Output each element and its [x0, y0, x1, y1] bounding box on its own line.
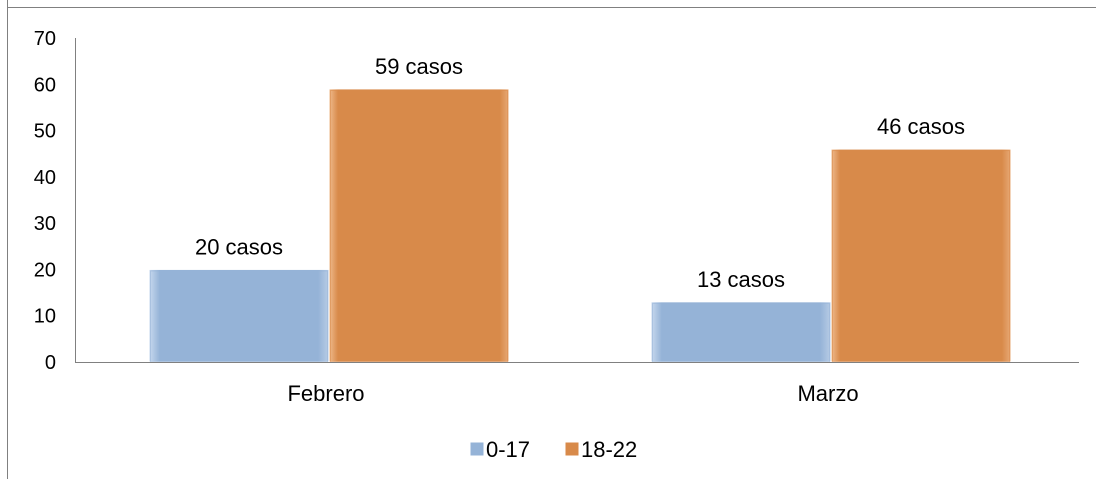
y-axis-ticks: 0 10 20 30 40 50 60 70 [34, 28, 56, 374]
data-label: 20 casos [195, 234, 283, 259]
legend-label: 18-22 [581, 437, 637, 462]
legend-label: 0-17 [486, 437, 530, 462]
y-tick-label: 60 [34, 74, 56, 96]
bar-18-22-marzo [830, 148, 1012, 363]
y-tick-label: 40 [34, 167, 56, 189]
y-tick-label: 20 [34, 259, 56, 281]
x-category-label: Marzo [797, 381, 858, 406]
y-tick-label: 10 [34, 306, 56, 328]
legend-marker-0-17 [470, 442, 484, 456]
y-tick-label: 50 [34, 121, 56, 143]
y-tick-label: 70 [34, 28, 56, 50]
axes [75, 38, 1079, 363]
bars [148, 88, 1012, 363]
y-tick-label: 30 [34, 213, 56, 235]
x-category-label: Febrero [287, 381, 364, 406]
legend-marker-18-22 [565, 442, 579, 456]
data-label: 59 casos [375, 54, 463, 79]
data-label: 46 casos [877, 114, 965, 139]
y-tick-label: 0 [45, 352, 56, 374]
bar-18-22-febrero [328, 88, 510, 363]
category-labels: Febrero Marzo [287, 381, 858, 406]
data-labels: 20 casos 59 casos 13 casos 46 casos [195, 54, 965, 292]
bar-0-17-marzo [650, 301, 832, 363]
legend: 0-17 18-22 [470, 437, 637, 462]
bar-0-17-febrero [148, 268, 330, 363]
data-label: 13 casos [697, 267, 785, 292]
